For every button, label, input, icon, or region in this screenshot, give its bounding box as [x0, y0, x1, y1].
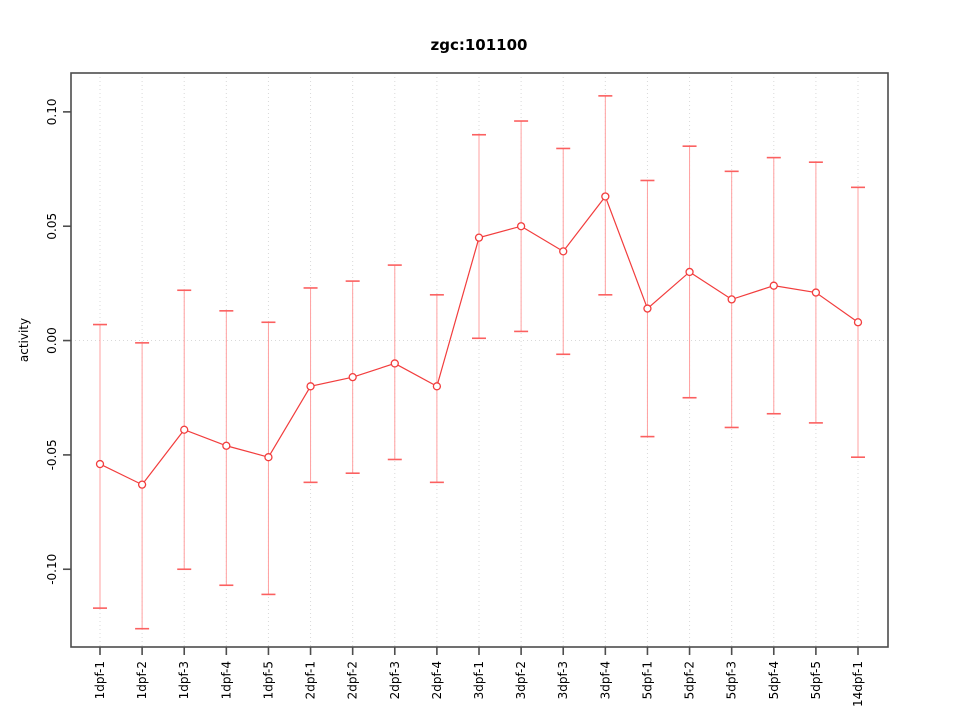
- y-tick-label: 0.00: [45, 327, 59, 354]
- y-tick-label: 0.05: [45, 213, 59, 240]
- axis-layer: -0.10 -0.05 0.00 0.05 0.10 1dpf-1 1dpf-2 1dpf-3…: [17, 72, 889, 707]
- chart-title: zgc:101100: [431, 36, 528, 54]
- data-point: [559, 247, 568, 256]
- x-tick-label: 2dpf-3: [388, 661, 402, 699]
- data-point: [306, 382, 315, 391]
- data-point: [264, 453, 273, 462]
- data-point: [853, 318, 863, 327]
- x-tick-label: 3dpf-3: [556, 661, 570, 699]
- y-tick-label: 0.10: [45, 99, 59, 126]
- data-point: [432, 382, 442, 391]
- x-tick-label: 3dpf-4: [598, 661, 612, 699]
- x-tick-label: 5dpf-2: [683, 661, 697, 699]
- data-point: [811, 288, 821, 297]
- x-tick-label: 2dpf-1: [304, 661, 318, 699]
- data-point: [180, 425, 189, 434]
- x-tick-label: 5dpf-4: [767, 661, 781, 699]
- x-tick-label: 5dpf-5: [809, 661, 823, 699]
- x-tick-label: 1dpf-3: [177, 661, 191, 699]
- y-tick-label: -0.10: [45, 554, 59, 585]
- x-tick-label: 1dpf-5: [261, 661, 275, 699]
- data-point: [348, 373, 357, 382]
- grid-layer: [71, 73, 888, 647]
- data-point: [643, 304, 652, 313]
- data-point: [222, 441, 231, 450]
- data-point: [727, 295, 736, 304]
- x-tick-label: 5dpf-1: [640, 661, 654, 699]
- data-point: [474, 233, 484, 242]
- x-tick-label: 14dpf-1: [851, 661, 865, 707]
- x-tick-label: 1dpf-4: [219, 661, 233, 699]
- x-tick-label: 3dpf-1: [472, 661, 486, 699]
- data-layer: [93, 95, 865, 630]
- x-tick-label: 3dpf-2: [514, 661, 528, 699]
- data-point: [685, 267, 694, 277]
- data-point: [95, 459, 105, 469]
- x-tick-label: 1dpf-1: [93, 661, 107, 699]
- x-tick-label: 5dpf-3: [725, 661, 739, 699]
- y-axis-title: activity: [17, 318, 31, 362]
- data-point: [137, 480, 147, 489]
- data-point: [390, 359, 399, 368]
- data-point: [516, 222, 526, 231]
- data-point: [769, 281, 778, 290]
- x-tick-label: 1dpf-2: [135, 661, 149, 699]
- x-tick-label: 2dpf-4: [430, 661, 444, 699]
- x-tick-label: 2dpf-2: [346, 661, 360, 699]
- data-point: [601, 192, 610, 201]
- y-tick-label: -0.05: [45, 439, 59, 470]
